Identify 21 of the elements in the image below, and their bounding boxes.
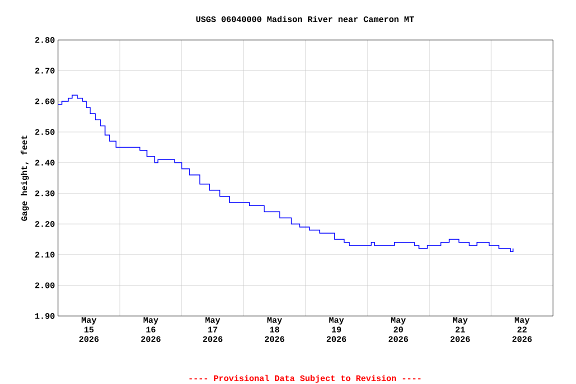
- text: ---- Provisional Data Subject to Revision ----: [189, 374, 420, 383]
- y-tick-label: 2.60: [35, 98, 54, 104]
- x-tick-label: May 21 2026: [450, 317, 470, 342]
- x-tick-label: May 18 2026: [264, 317, 284, 342]
- x-tick-label: May 16 2026: [141, 317, 160, 342]
- chart-title: USGS 06040000 Madison River near Cameron MT: [196, 16, 414, 22]
- y-tick-label: 2.20: [35, 221, 54, 227]
- y-tick-label: 2.10: [35, 252, 54, 258]
- y-axis-title: Gage height, feet: [20, 136, 29, 221]
- y-tick-label: 2.80: [35, 37, 54, 43]
- y-tick-label: 2.40: [35, 160, 54, 166]
- x-tick-label: May 19 2026: [326, 317, 346, 342]
- x-tick-label: May 20 2026: [388, 317, 408, 342]
- x-tick-label: May 15 2026: [79, 317, 99, 342]
- x-tick-label: May 17 2026: [203, 317, 222, 342]
- y-tick-label: 2.00: [35, 282, 54, 288]
- y-tick-label: 2.70: [35, 68, 54, 74]
- x-tick-label: May 22 2026: [512, 317, 532, 342]
- y-tick-label: 2.30: [35, 190, 54, 196]
- y-tick-label: 2.50: [35, 129, 54, 135]
- y-tick-label: 1.90: [35, 313, 54, 319]
